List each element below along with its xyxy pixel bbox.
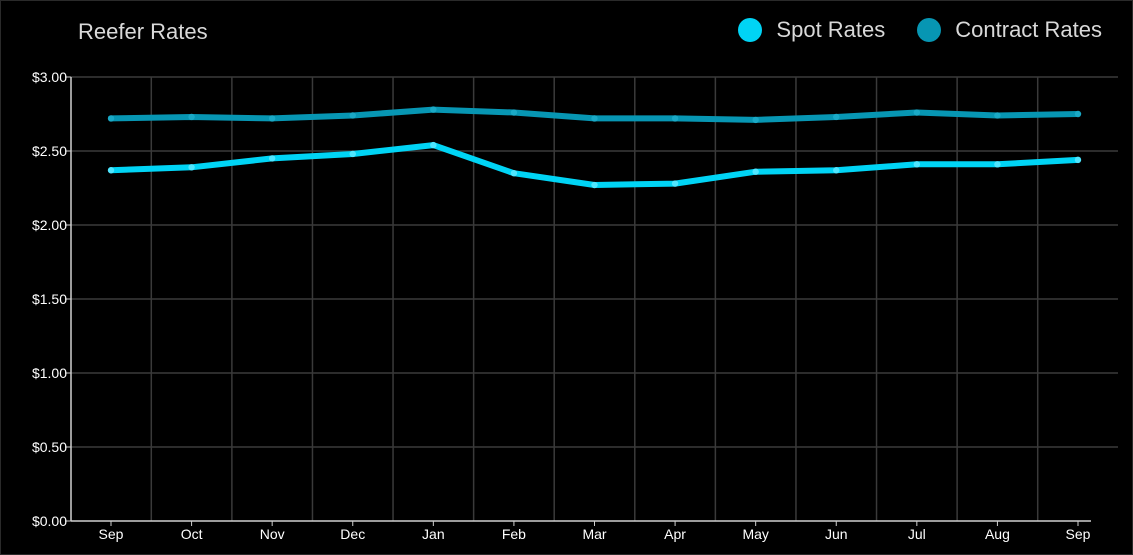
- x-tick-label: Jul: [908, 526, 926, 542]
- x-tick-label: May: [742, 526, 768, 542]
- x-tick-label: Feb: [502, 526, 526, 542]
- legend-marker-spot: [738, 18, 763, 42]
- data-point-spot: [752, 168, 759, 175]
- chart-title: Reefer Rates: [78, 19, 208, 44]
- data-point-spot: [349, 150, 356, 158]
- data-point-spot: [1074, 156, 1082, 164]
- data-point-contract: [752, 116, 759, 124]
- x-tick-label: Dec: [340, 526, 365, 542]
- data-point-contract: [1074, 110, 1082, 118]
- grid-lines: [65, 76, 1118, 522]
- y-tick-label: $3.00: [32, 69, 67, 85]
- data-point-contract: [430, 106, 437, 113]
- y-tick-label: $1.00: [32, 365, 67, 381]
- data-point-contract: [833, 113, 840, 121]
- data-point-contract: [349, 112, 356, 119]
- y-tick-label: $0.50: [32, 439, 67, 455]
- y-tick-label: $1.50: [32, 291, 67, 307]
- data-point-contract: [268, 115, 276, 122]
- data-point-contract: [994, 112, 1001, 119]
- data-point-contract: [671, 115, 679, 122]
- y-tick-label: $0.00: [32, 513, 67, 529]
- legend-label-spot: Spot Rates: [776, 17, 886, 42]
- data-point-spot: [430, 141, 437, 149]
- data-point-contract: [913, 109, 921, 116]
- data-point-contract: [107, 115, 115, 122]
- legend-marker-contract: [917, 18, 942, 42]
- data-point-contract: [591, 115, 598, 122]
- axes: $0.00 $0.50 $1.00 $1.50 $2.00 $2.50 $3.00 Sep Oc…: [32, 69, 1091, 542]
- x-tick-label: Sep: [99, 526, 124, 542]
- x-tick-label: Sep: [1066, 526, 1091, 542]
- data-point-spot: [833, 167, 840, 174]
- data-point-spot: [188, 164, 195, 171]
- legend-item-contract[interactable]: Contract Rates: [917, 17, 1102, 43]
- legend-label-contract: Contract Rates: [955, 17, 1102, 42]
- data-point-spot: [913, 161, 921, 168]
- x-tick-label: Jun: [825, 526, 848, 542]
- data-point-spot: [671, 180, 679, 187]
- series-lines: [107, 106, 1082, 189]
- data-point-contract: [188, 113, 195, 121]
- x-tick-label: Jan: [422, 526, 445, 542]
- data-point-spot: [994, 161, 1001, 168]
- legend-item-spot[interactable]: Spot Rates: [738, 17, 885, 43]
- x-tick-label: Aug: [985, 526, 1010, 542]
- y-tick-label: $2.50: [32, 143, 67, 159]
- y-tick-label: $2.00: [32, 217, 67, 233]
- data-point-spot: [107, 167, 115, 174]
- x-tick-label: Nov: [260, 526, 285, 542]
- x-tick-label: Mar: [582, 526, 606, 542]
- data-point-spot: [268, 155, 276, 162]
- chart-legend: Spot Rates Contract Rates: [706, 17, 1102, 43]
- data-point-contract: [510, 109, 518, 116]
- x-tick-label: Oct: [181, 526, 203, 542]
- x-tick-label: Apr: [664, 526, 686, 542]
- data-point-spot: [510, 170, 518, 177]
- data-point-spot: [591, 181, 598, 189]
